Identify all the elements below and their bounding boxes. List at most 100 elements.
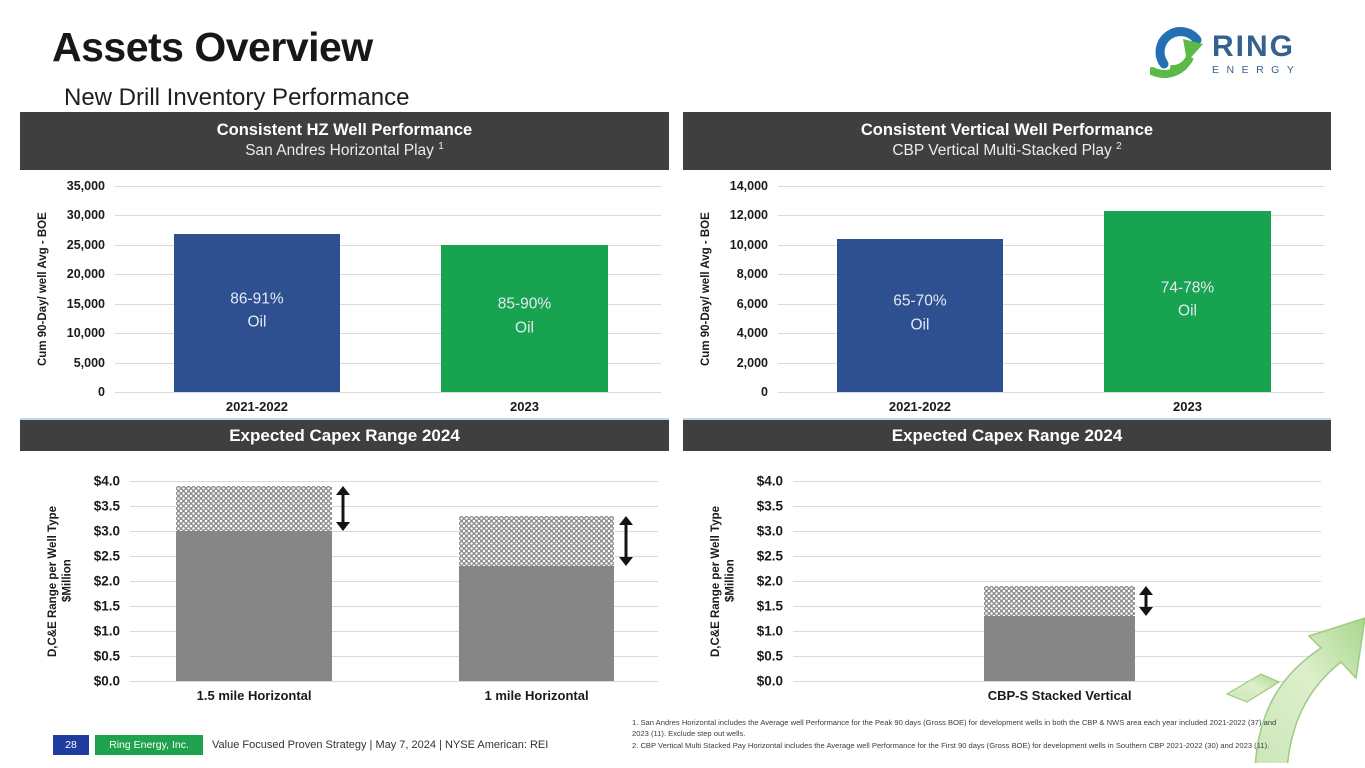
panel-title: Consistent HZ Well Performance xyxy=(216,121,473,139)
plot-area: 0 5,000 10,000 15,000 20,000 25,000 30,000 35,0… xyxy=(67,179,661,414)
y-axis-tick: 2,000 xyxy=(736,355,768,370)
capex-bar-range-segment xyxy=(458,516,615,566)
plot-area: $0.0 $0.5 $1.0 $1.5 $2.0 $2.5 $3.0 $3.5 $4.0 1.5 … xyxy=(94,474,658,703)
x-axis-category-label: CBP-S Stacked Vertical xyxy=(987,688,1132,703)
gridline xyxy=(115,362,661,364)
y-axis-label: Cum 90-Day/ well Avg - BOE xyxy=(37,212,49,366)
range-arrow xyxy=(336,486,351,531)
y-axis-label: D,C&E Range per Well Type $Million xyxy=(47,505,74,657)
y-axis-tick: 25,000 xyxy=(66,237,105,252)
logo-brand-text: RING xyxy=(1212,29,1295,63)
page-number-badge: 28 xyxy=(53,735,89,755)
x-axis-category-label: 2023 xyxy=(510,399,539,414)
gridline xyxy=(130,581,658,582)
y-axis-tick: $3.5 xyxy=(756,498,783,514)
gridline xyxy=(130,681,658,682)
logo-sub-text: ENERGY xyxy=(1212,63,1302,76)
gridline xyxy=(778,215,1324,217)
gridline xyxy=(793,681,1321,682)
gridline xyxy=(778,244,1324,246)
y-axis-tick: $2.5 xyxy=(756,548,783,564)
panel-header-vertical: Consistent Vertical Well Performance CBP… xyxy=(683,112,1331,170)
y-axis-tick: $0.0 xyxy=(93,673,120,689)
y-axis-tick: $1.5 xyxy=(756,598,783,614)
company-badge: Ring Energy, Inc. xyxy=(95,735,203,755)
y-axis-tick: 6,000 xyxy=(736,296,768,311)
chart-vertical-well-performance: Cum 90-Day/ well Avg - BOE 0 2,000 4,000 6,… xyxy=(683,170,1331,420)
y-axis-tick: $2.5 xyxy=(93,548,120,564)
y-axis-tick: 4,000 xyxy=(736,326,768,341)
x-axis-category-label: 2023 xyxy=(1173,399,1202,414)
panel-header-capex-hz: Expected Capex Range 2024 xyxy=(20,420,669,451)
gridline xyxy=(778,274,1324,276)
gridline xyxy=(115,215,661,217)
y-axis-tick: $1.5 xyxy=(93,598,120,614)
footnote-1: 1. San Andres Horizontal includes the Av… xyxy=(632,718,1277,739)
gridline xyxy=(130,606,658,607)
gridline xyxy=(130,656,658,657)
chart-capex-vertical: D,C&E Range per Well Type $Million $0.0 $… xyxy=(683,451,1331,713)
y-axis-tick: $3.0 xyxy=(93,523,120,539)
gridline xyxy=(115,274,661,276)
gridline xyxy=(778,186,1324,187)
panel-header-hz: Consistent HZ Well Performance San Andre… xyxy=(20,112,669,170)
y-axis-tick: $2.0 xyxy=(756,573,783,589)
range-arrow xyxy=(1139,586,1154,616)
x-axis-category-label: 1.5 mile Horizontal xyxy=(196,688,312,703)
plot-area: 0 2,000 4,000 6,000 8,000 10,000 12,000 14,000 2… xyxy=(730,179,1324,414)
panel-subtitle: CBP Vertical Multi-Stacked Play 2 xyxy=(892,141,1122,160)
y-axis-tick: 12,000 xyxy=(729,208,768,223)
y-axis-tick: 8,000 xyxy=(736,267,768,282)
gridline xyxy=(778,392,1324,393)
gridline xyxy=(115,392,661,393)
gridline xyxy=(130,531,658,532)
gridline xyxy=(793,481,1321,482)
bar-oil-percentage-label: 85-90% Oil xyxy=(497,295,552,337)
y-axis-tick: $1.0 xyxy=(756,623,783,639)
capex-bar-low-segment xyxy=(176,531,332,681)
footnote-ref-2: 2 xyxy=(1116,141,1122,152)
y-axis-tick: 10,000 xyxy=(66,326,105,341)
y-axis-tick: $4.0 xyxy=(93,473,120,489)
y-axis-tick: 35,000 xyxy=(66,179,105,193)
value-bar: 74-78% Oil xyxy=(1104,211,1271,392)
capex-bar-range-segment xyxy=(176,486,332,531)
gridline xyxy=(130,481,658,482)
value-bar: 85-90% Oil xyxy=(441,244,608,392)
value-bar: 65-70% Oil xyxy=(836,238,1004,392)
y-axis-tick: $0.5 xyxy=(93,648,120,664)
x-axis-category-label: 2021-2022 xyxy=(225,399,289,414)
bar-oil-percentage-label: 65-70% Oil xyxy=(893,292,947,334)
bar-oil-percentage-label: 86-91% Oil xyxy=(230,290,284,331)
gridline xyxy=(115,186,661,187)
y-axis-tick: 14,000 xyxy=(729,179,768,193)
y-axis-tick: 0 xyxy=(761,385,768,399)
value-bar: 86-91% Oil xyxy=(173,234,341,392)
panel-header-capex-vertical: Expected Capex Range 2024 xyxy=(683,420,1331,451)
y-axis-tick: 20,000 xyxy=(66,267,105,282)
growth-arrow-watermark xyxy=(1225,578,1365,768)
gridline xyxy=(793,531,1321,532)
x-axis-category-label: 1 mile Horizontal xyxy=(484,688,589,703)
ring-energy-logo: RING ENERGY xyxy=(1148,24,1302,83)
panel-subtitle: San Andres Horizontal Play 1 xyxy=(245,141,444,160)
gridline xyxy=(793,581,1321,582)
y-axis-tick: $4.0 xyxy=(756,473,783,489)
plot-area: $0.0 $0.5 $1.0 $1.5 $2.0 $2.5 $3.0 $3.5 $4.0 CBP-… xyxy=(757,474,1321,703)
y-axis-tick: $1.0 xyxy=(93,623,120,639)
logo-swoosh-icon xyxy=(1148,24,1208,83)
gridline xyxy=(778,362,1324,364)
gridline xyxy=(130,506,658,507)
footnote-ref-1: 1 xyxy=(438,141,444,152)
y-axis-tick: $3.5 xyxy=(93,498,120,514)
capex-bar-range-segment xyxy=(984,586,1135,616)
gridline xyxy=(115,303,661,305)
gridline xyxy=(793,556,1321,557)
footer-tagline: Value Focused Proven Strategy | May 7, 2… xyxy=(212,739,549,751)
y-axis-tick: 30,000 xyxy=(66,208,105,223)
gridline xyxy=(115,333,661,335)
y-axis-label: Cum 90-Day/ well Avg - BOE xyxy=(700,212,712,366)
gridline xyxy=(115,244,661,246)
gridline xyxy=(793,506,1321,507)
y-axis-label: D,C&E Range per Well Type $Million xyxy=(710,505,737,657)
